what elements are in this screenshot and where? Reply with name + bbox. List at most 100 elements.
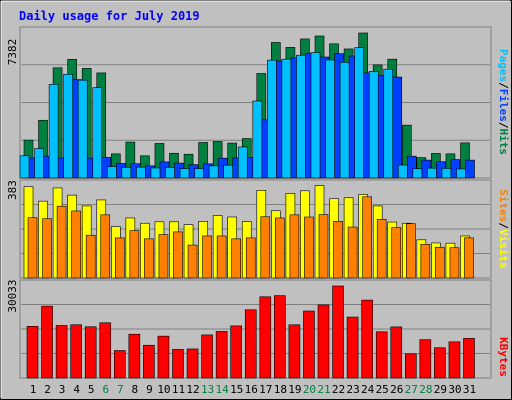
pages-bar-day-23: [339, 62, 350, 179]
sites-bar-day-10: [158, 234, 169, 279]
kbytes-bar-day-22: [332, 285, 344, 379]
sites-bar-day-28: [420, 244, 431, 279]
day-label-2: 2: [44, 383, 51, 396]
day-label-6: 6: [102, 383, 109, 396]
pages-bar-day-4: [63, 73, 73, 179]
sites-bar-day-23: [347, 226, 358, 279]
sites-bar-day-1: [27, 217, 38, 279]
sites-bar-day-30: [449, 247, 460, 279]
sites-bar-day-7: [115, 237, 125, 279]
day-label-21: 21: [317, 383, 330, 396]
visits-panel: 383 Sites/Visits: [6, 179, 510, 279]
kbytes-bar-day-5: [84, 326, 97, 379]
kbytes-bar-day-20: [303, 310, 315, 379]
sites-bar-day-3: [56, 205, 67, 279]
pages-bar-day-7: [107, 166, 117, 179]
day-label-9: 9: [146, 383, 153, 396]
hits-panel-legend: Pages/Files/Hits: [497, 49, 510, 155]
kbytes-bar-day-27: [404, 353, 417, 379]
hits-panel: 7382 Pages/Files/Hits: [6, 26, 510, 179]
kbytes-panel-max-label: 30033: [6, 279, 19, 312]
sites-bar-day-27: [405, 223, 416, 279]
legend-entry-1: /: [497, 82, 510, 89]
pages-bar-day-3: [48, 84, 59, 179]
day-label-27: 27: [405, 383, 418, 396]
sites-bar-day-12: [187, 244, 198, 279]
kbytes-bar-day-16: [244, 309, 257, 379]
sites-bar-day-26: [391, 227, 402, 279]
pages-bar-day-28: [412, 168, 423, 179]
kbytes-bar-day-6: [99, 322, 112, 379]
visits-panel-max-label: 383: [6, 180, 19, 200]
pages-bar-day-5: [77, 79, 88, 179]
day-label-1: 1: [30, 383, 37, 396]
pages-bar-day-26: [383, 68, 394, 179]
kbytes-bar-day-7: [114, 350, 126, 379]
files-bar-day-31: [465, 159, 475, 179]
kbytes-bar-day-24: [361, 299, 373, 379]
kbytes-bar-day-30: [448, 341, 461, 379]
day-label-20: 20: [303, 383, 316, 396]
kbytes-bar-day-15: [230, 325, 242, 379]
sites-bar-day-21: [318, 214, 329, 279]
files-bar-day-26: [392, 76, 403, 179]
visits-panel-legend: Sites/Visits: [497, 189, 510, 269]
legend-entry-2: Files: [497, 89, 510, 122]
sites-bar-day-5: [85, 234, 96, 279]
legend-entry-0: Sites: [497, 189, 510, 222]
legend-entry-0: Pages: [497, 49, 510, 82]
legend-entry-3: /: [497, 122, 510, 129]
sites-bar-day-2: [42, 218, 52, 279]
pages-bar-day-20: [296, 54, 306, 179]
kbytes-bar-day-8: [128, 333, 141, 379]
kbytes-bar-day-28: [419, 339, 432, 379]
pages-bar-day-11: [165, 167, 175, 179]
day-label-5: 5: [88, 383, 95, 396]
kbytes-bar-day-3: [55, 325, 68, 379]
day-label-16: 16: [245, 383, 258, 396]
pages-bar-day-18: [267, 59, 277, 179]
kbytes-bar-day-14: [215, 331, 228, 379]
sites-bar-day-8: [129, 230, 140, 279]
day-label-25: 25: [376, 383, 389, 396]
day-label-31: 31: [463, 383, 476, 396]
pages-bar-day-30: [441, 168, 452, 179]
legend-entry-1: /: [497, 222, 510, 229]
pages-bar-day-10: [150, 167, 161, 179]
hits-panel-max-label: 7382: [6, 39, 19, 66]
sites-bar-day-20: [304, 216, 314, 279]
sites-bar-day-16: [245, 237, 256, 279]
kbytes-panel: 30033 KBytes: [6, 279, 510, 379]
sites-bar-day-14: [216, 235, 227, 279]
pages-bar-day-21: [310, 52, 321, 179]
kbytes-bar-day-26: [390, 326, 403, 379]
kbytes-bar-day-17: [259, 296, 272, 379]
sites-bar-day-13: [202, 235, 212, 279]
day-label-28: 28: [419, 383, 432, 396]
kbytes-bar-day-10: [157, 335, 170, 379]
pages-bar-day-9: [136, 166, 146, 179]
sites-bar-day-24: [362, 196, 372, 279]
sites-bar-day-29: [435, 246, 445, 279]
legend-entry-0: KBytes: [497, 337, 510, 377]
sites-bar-day-18: [275, 217, 285, 279]
hits-files-pages-bars: [19, 32, 490, 179]
day-label-29: 29: [434, 383, 447, 396]
kbytes-bar-day-4: [70, 324, 82, 379]
sites-bar-day-6: [100, 214, 111, 279]
day-label-13: 13: [201, 383, 214, 396]
sites-bar-day-17: [260, 216, 271, 279]
kbytes-bar-day-21: [317, 304, 330, 379]
kbytes-bar-day-13: [201, 334, 213, 379]
day-label-14: 14: [216, 383, 230, 396]
day-label-10: 10: [157, 383, 170, 396]
sites-bar-day-9: [144, 238, 154, 279]
day-label-18: 18: [274, 383, 287, 396]
day-label-26: 26: [390, 383, 403, 396]
pages-bar-day-27: [397, 164, 408, 179]
pages-bar-day-12: [179, 168, 190, 179]
day-label-12: 12: [186, 383, 199, 396]
pages-bar-day-8: [121, 167, 132, 179]
kbytes-bar-day-11: [172, 349, 184, 379]
